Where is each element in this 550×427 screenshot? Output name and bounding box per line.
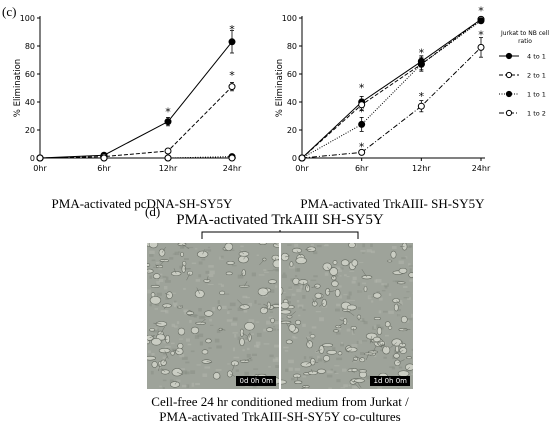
legend-title-line1: Jurkat to NB cell: [500, 30, 550, 37]
legend-entry: 4 to 1: [527, 53, 546, 61]
data-point: [228, 154, 236, 162]
micrograph-0h: 0d 0h 0m: [147, 243, 279, 389]
legend: 4 to 1 2 to 1 1 to 1 1 to 2: [499, 52, 546, 118]
chart-right-xlabel: PMA-activated TrkAIII- SH-SY5Y: [300, 196, 485, 211]
x-tick-label: 12hr: [159, 164, 178, 173]
panel-d-label: (d): [145, 204, 161, 219]
bracket: [201, 230, 359, 239]
x-tick-label: 6hr: [97, 164, 111, 173]
data-point: [298, 154, 306, 162]
legend-marker: [505, 90, 513, 98]
legend-marker: [505, 52, 513, 60]
legend-title: Jurkat to NB cell ratio: [500, 30, 550, 46]
significance-marker: *: [359, 140, 365, 153]
micrograph-24h: 1d 0h 0m: [281, 243, 413, 389]
series-line: [40, 156, 233, 159]
significance-marker: *: [478, 28, 484, 41]
data-point: [477, 43, 485, 51]
y-tick-label: 40: [287, 98, 297, 107]
significance-marker: *: [229, 69, 235, 82]
significance-marker: *: [478, 5, 484, 18]
legend-entry: 1 to 2: [527, 110, 546, 118]
chart-pcdna-elimination: 0 20 40 60 80 100 0hr 6hr 12hr 24hr % Elimination *…: [13, 14, 242, 173]
significance-marker: *: [229, 23, 235, 36]
x-tick-label: 0hr: [33, 164, 47, 173]
data-point: [358, 148, 366, 156]
y-tick-label: 0: [292, 154, 297, 163]
data-point: [36, 154, 44, 162]
y-tick-label: 80: [287, 42, 297, 51]
micrograph-24h-image: [281, 243, 413, 389]
x-tick-label: 6hr: [355, 164, 369, 173]
data-point: [358, 101, 366, 109]
data-point: [164, 118, 172, 126]
y-tick-label: 60: [287, 70, 297, 79]
significance-marker: *: [359, 82, 365, 95]
series-line: [301, 20, 482, 159]
micrograph-0h-image: [147, 243, 279, 389]
legend-entry: 2 to 1: [527, 72, 546, 80]
legend-title-line2: ratio: [518, 38, 532, 45]
legend-marker: [505, 71, 513, 79]
y-tick-label: 0: [30, 154, 35, 163]
panel-c-label: (c): [2, 4, 17, 19]
y-tick-label: 40: [25, 98, 35, 107]
y-tick-label: 100: [20, 14, 35, 23]
legend-entry: 1 to 1: [527, 91, 546, 99]
data-point: [417, 60, 425, 68]
data-point: [477, 17, 485, 25]
y-tick-label: 60: [25, 70, 35, 79]
significance-marker: *: [419, 90, 425, 103]
significance-marker: *: [419, 47, 425, 60]
significance-marker: *: [165, 105, 171, 118]
y-axis-label: % Elimination: [13, 59, 23, 117]
data-point: [100, 154, 108, 162]
x-tick-label: 12hr: [412, 164, 431, 173]
series-line: [301, 47, 482, 159]
panel-d-caption-line1: Cell-free 24 hr conditioned medium from …: [151, 394, 409, 409]
y-tick-label: 80: [25, 42, 35, 51]
series-line: [39, 41, 233, 159]
x-tick-label: 0hr: [295, 164, 309, 173]
chart-left-xlabel: PMA-activated pcDNA-SH-SY5Y: [51, 196, 233, 211]
data-point: [358, 120, 366, 128]
series-line: [39, 86, 233, 159]
data-point: [417, 102, 425, 110]
y-tick-label: 20: [287, 126, 297, 135]
legend-marker: [505, 109, 513, 117]
micrograph-0h-timestamp: 0d 0h 0m: [236, 376, 276, 386]
x-tick-label: 24hr: [223, 164, 242, 173]
data-point: [164, 147, 172, 155]
significance-marker: *: [359, 105, 365, 118]
series-line: [301, 18, 482, 159]
series-line: [301, 19, 482, 159]
panel-d-title: PMA-activated TrkAIII SH-SY5Y: [176, 212, 384, 228]
data-point: [228, 83, 236, 91]
panel-d-caption-line2: PMA-activated TrkAIII-SH-SY5Y co-culture…: [159, 409, 401, 424]
y-axis-label: % Elimination: [275, 59, 285, 117]
x-tick-label: 24hr: [472, 164, 491, 173]
data-point: [228, 38, 236, 46]
y-tick-label: 20: [25, 126, 35, 135]
micrograph-24h-timestamp: 1d 0h 0m: [370, 376, 410, 386]
data-point: [164, 154, 172, 162]
y-tick-label: 100: [282, 14, 297, 23]
chart-trkaiii-elimination: 0 20 40 60 80 100 0hr 6hr 12hr 24hr % Elimination *…: [275, 5, 491, 173]
